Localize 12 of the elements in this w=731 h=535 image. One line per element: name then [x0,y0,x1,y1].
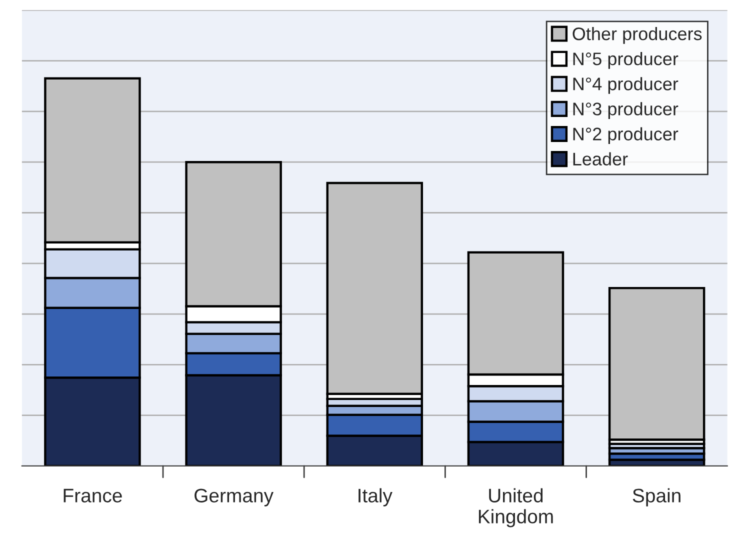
x-tick-label: Spain [632,488,680,506]
bar [608,286,706,441]
x-tick-label: Germany [194,488,274,506]
legend-label: N°2 producer [573,127,678,144]
legend-label: N°4 producer [573,77,678,94]
legend-label: Other producers [572,26,702,44]
x-tick-label: United Kingdom [478,488,553,528]
legend-label: N°5 producer [573,52,678,69]
x-tick-label: France [64,488,122,502]
x-tick-label: Italy [358,488,392,506]
legend-label: N°3 producer [573,102,678,119]
legend-label: Leader [573,152,628,166]
